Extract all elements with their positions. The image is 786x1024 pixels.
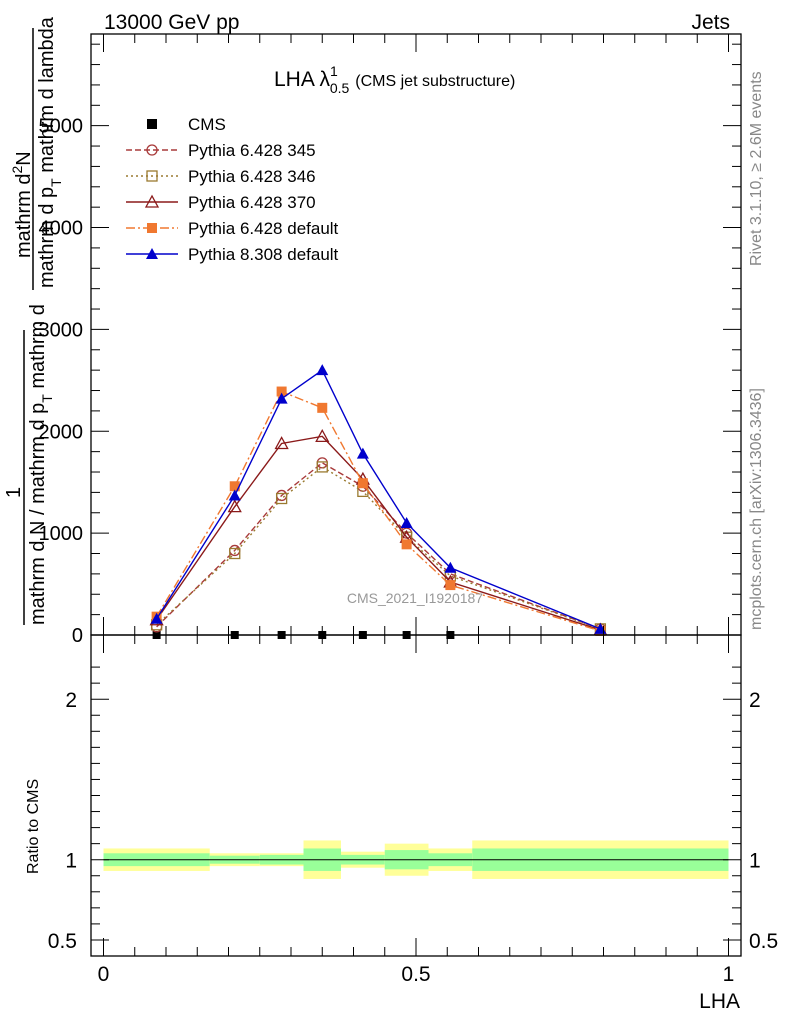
y-tick-label: 3000 (39, 319, 84, 341)
ylabel-bottom-denominator: mathrm d N / mathrm d pT mathrm d (27, 304, 55, 625)
data-point (229, 481, 240, 492)
legend-marker (144, 194, 160, 208)
chart-subtitle: (CMS jet substructure) (355, 73, 515, 90)
legend-label: Pythia 6.428 default (188, 219, 339, 238)
x-tick-label: 1 (723, 963, 735, 986)
legend-label: Pythia 6.428 370 (188, 193, 316, 212)
series-line (156, 369, 601, 630)
legend-marker (147, 119, 157, 129)
main-y-axis: 0 1000 2000 3000 4000 5000 (39, 43, 741, 647)
y-tick-label: 4000 (39, 218, 84, 240)
series-pythia-8-308-default (150, 364, 607, 634)
ylabel-top-numerator: mathrm d2N (9, 151, 35, 258)
x-tick-label: 0.5 (401, 963, 430, 986)
legend-entry: Pythia 6.428 345 (126, 141, 316, 160)
y-tick-label: 5000 (39, 116, 84, 138)
ratio-y-tick-label-left: 2 (65, 689, 77, 712)
ratio-y-tick-label-right: 2 (749, 689, 761, 712)
ratio-y-axis: 0.5 0.5 1 1 2 2 (48, 666, 778, 953)
chart-title-main: LHA λ (274, 68, 331, 91)
data-point (357, 478, 368, 489)
ratio-plot-frame (90, 634, 742, 957)
data-point (316, 364, 329, 376)
data-point (315, 429, 330, 443)
legend-marker (146, 144, 158, 156)
legend-marker (147, 223, 157, 233)
series-pythia-6-428-346 (150, 461, 607, 635)
legend-label: CMS (188, 115, 226, 134)
legend-marker (146, 170, 158, 182)
ylabel-one: 1 (3, 487, 25, 498)
data-point (229, 547, 241, 560)
ratio-y-tick-label-right: 0.5 (749, 930, 778, 953)
data-point (356, 447, 369, 459)
legend-marker (146, 248, 158, 259)
series-pythia-6-428-345 (150, 457, 607, 635)
data-point (401, 539, 412, 550)
ratio-y-axis-label: Ratio to CMS (25, 779, 42, 874)
ylabel-top-denominator: mathrm d pT mathrm d lambda (36, 16, 64, 288)
ratio-y-tick-label-right: 1 (749, 850, 761, 873)
chart-title: LHA λ1 0.5 (CMS jet substructure) (274, 63, 515, 96)
main-y-axis-label: mathrm d2N mathrm d pT mathrm d lambda 1… (3, 16, 64, 625)
ratio-y-tick-label-left: 1 (65, 850, 77, 873)
data-point (227, 499, 242, 513)
data-point (276, 386, 287, 397)
data-point (445, 580, 456, 591)
data-point (316, 457, 328, 469)
chart-title-sub: 0.5 (330, 80, 350, 96)
y-tick-label: 0 (72, 625, 83, 647)
data-point (400, 516, 413, 528)
series-line (156, 390, 601, 632)
ratio-plot-panel: 0.5 0.51 12 2 0 0.5 1 Ratio to CMS LHA (25, 634, 778, 1013)
data-point (316, 461, 328, 473)
watermark: CMS_2021_I1920187 (347, 590, 483, 606)
main-series-layer (149, 364, 608, 639)
data-point (274, 436, 289, 450)
ratio-x-axis: 0 0.5 1 (98, 635, 735, 986)
y-tick-label: 2000 (39, 421, 84, 443)
data-point (228, 489, 241, 501)
legend-entry: Pythia 8.308 default (126, 245, 339, 264)
chart-title-sup: 1 (330, 63, 338, 79)
data-point (275, 492, 288, 505)
legend-entry: Pythia 6.428 default (126, 219, 339, 238)
x-axis-label: LHA (699, 990, 740, 1013)
legend-label: Pythia 6.428 346 (188, 167, 316, 186)
legend-entry: Pythia 6.428 370 (126, 193, 316, 212)
x-tick-label: 0 (98, 963, 110, 986)
legend-entry: Pythia 6.428 346 (126, 167, 316, 186)
rivet-label: Rivet 3.1.10, ≥ 2.6M events (748, 71, 765, 266)
main-x-ticks (103, 34, 729, 635)
data-point (150, 612, 163, 624)
mcplots-label: mcplots.cern.ch [arXiv:1306.3436] (748, 388, 765, 630)
legend: CMS Pythia 6.428 345 Pythia 6.428 346 Pythi… (126, 115, 339, 264)
legend-entry: CMS (147, 115, 226, 134)
data-point (275, 392, 288, 404)
legend-label: Pythia 6.428 345 (188, 141, 316, 160)
data-point (444, 561, 457, 573)
legend-label: Pythia 8.308 default (188, 245, 339, 264)
series-line (156, 462, 601, 630)
series-line (156, 435, 601, 631)
data-point (317, 402, 328, 413)
ratio-y-tick-label-left: 0.5 (48, 930, 77, 953)
header-left: 13000 GeV pp (104, 11, 239, 34)
y-tick-label: 1000 (39, 523, 84, 545)
header-right: Jets (691, 11, 730, 34)
